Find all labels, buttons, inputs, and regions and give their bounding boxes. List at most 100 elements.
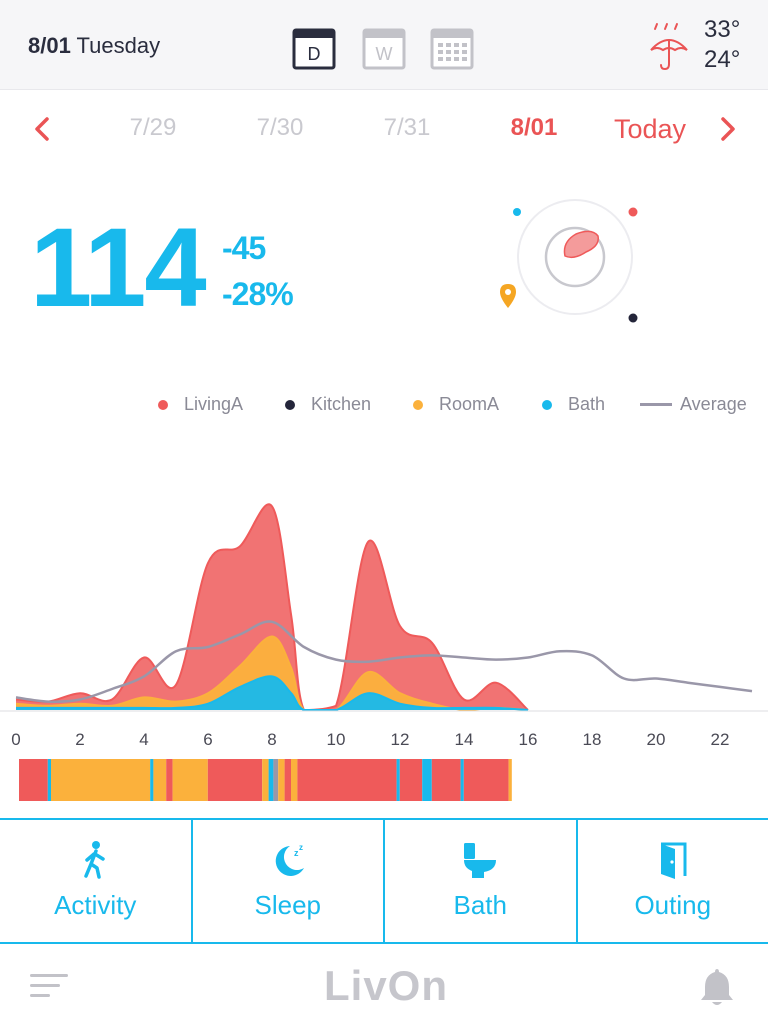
category-activity-label: Activity (54, 890, 137, 920)
chart-areas (15, 503, 753, 712)
x-tick-label: 18 (583, 730, 602, 749)
next-date-chevron-icon[interactable] (712, 114, 742, 144)
timeline-segment (431, 759, 461, 801)
timeline-segment (291, 759, 298, 801)
nav-date-8-01[interactable]: 8/01 (510, 114, 558, 141)
legend-label-livinga: LivingA (184, 394, 244, 414)
legend-item-rooma: RoomA (413, 394, 499, 415)
walking-person-icon (84, 841, 105, 879)
timeline-segment (47, 759, 51, 801)
x-tick-label: 22 (711, 730, 730, 749)
category-outing[interactable]: Outing (578, 820, 768, 942)
temperature-high: 33° (704, 16, 741, 43)
timeline-segment (284, 759, 291, 801)
category-bar: Activity z z Sleep Bath Outing (0, 818, 768, 944)
timeline-segment (399, 759, 423, 801)
week-view-button[interactable]: W (362, 26, 406, 70)
timeline-segment (153, 759, 167, 801)
month-view-button[interactable] (430, 26, 474, 70)
x-tick-label: 2 (75, 730, 84, 749)
score-delta-absolute: -45 (222, 230, 266, 266)
nav-date-7-30[interactable]: 7/30 (256, 114, 304, 141)
x-tick-label: 16 (519, 730, 538, 749)
timeline-segment (19, 759, 48, 801)
bell-icon[interactable] (698, 966, 736, 1008)
nav-date-7-31[interactable]: 7/31 (383, 114, 431, 141)
x-tick-label: 12 (391, 730, 410, 749)
category-outing-label: Outing (634, 890, 712, 920)
app-logo: LivOn (324, 962, 449, 1009)
room-map-activity-blob (563, 230, 599, 259)
current-date: 8/01 Tuesday (28, 33, 160, 59)
category-sleep[interactable]: z z Sleep (193, 820, 385, 942)
timeline-segment (207, 759, 263, 801)
legend-label-kitchen: Kitchen (311, 394, 372, 414)
current-date-number: 8/01 (28, 33, 71, 58)
room-map[interactable] (490, 190, 660, 340)
weather-widget: 33° 24° (648, 16, 758, 76)
timeline-segment (262, 759, 269, 801)
legend-item-average: Average (640, 394, 747, 415)
door-icon (660, 842, 687, 879)
day-calendar-icon: D (292, 28, 336, 70)
category-activity[interactable]: Activity (0, 820, 193, 942)
room-dot-bath (513, 208, 521, 216)
week-view-letter: W (376, 44, 393, 64)
rain-umbrella-icon (650, 23, 688, 71)
legend-dot-livinga (158, 399, 168, 410)
area-bath (16, 676, 528, 710)
timeline-segment (396, 759, 400, 801)
location-pin-icon (500, 284, 516, 308)
legend-item-livinga: LivingA (158, 394, 243, 415)
legend-label-average: Average (680, 394, 747, 414)
previous-date-chevron-icon[interactable] (28, 114, 58, 144)
nav-date-7-29[interactable]: 7/29 (129, 114, 177, 141)
x-tick-label: 20 (647, 730, 666, 749)
svg-text:z: z (294, 848, 299, 858)
legend-item-kitchen: Kitchen (285, 394, 371, 415)
x-tick-label: 8 (267, 730, 276, 749)
x-tick-label: 10 (327, 730, 346, 749)
svg-text:z: z (299, 843, 303, 852)
room-dot-kitchen (628, 313, 638, 323)
today-button[interactable]: Today (613, 114, 687, 144)
x-tick-label: 14 (455, 730, 474, 749)
average-line (15, 620, 753, 703)
timeline-segment (422, 759, 432, 801)
day-view-letter: D (308, 44, 321, 64)
timeline-segment (166, 759, 173, 801)
legend-dot-kitchen (285, 399, 295, 410)
date-navigation: 7/29 7/30 7/31 8/01 Today (0, 100, 768, 160)
area-outline-bath (15, 675, 529, 711)
activity-chart[interactable]: 0 2 4 6 8 10 12 14 16 18 20 22 (0, 470, 768, 820)
legend-line-average (640, 403, 672, 406)
timeline-segment (268, 759, 274, 801)
month-calendar-icon (430, 28, 474, 70)
timeline-segment (273, 759, 279, 801)
category-sleep-label: Sleep (254, 890, 322, 920)
area-outline-rooma (15, 635, 529, 712)
category-bath-label: Bath (453, 890, 508, 920)
category-bath[interactable]: Bath (385, 820, 578, 942)
activity-score: 114 (30, 205, 207, 330)
day-view-button[interactable]: D (292, 26, 336, 70)
week-calendar-icon: W (362, 28, 406, 70)
timeline-segment (278, 759, 285, 801)
temperature-low: 24° (704, 46, 741, 73)
current-weekday: Tuesday (76, 33, 161, 58)
x-axis-ticks: 0 2 4 6 8 10 12 14 16 18 20 22 (11, 730, 729, 749)
toilet-icon (464, 843, 497, 878)
legend-label-bath: Bath (568, 394, 606, 414)
chart-legend: LivingA Kitchen RoomA Bath Average (0, 390, 768, 420)
x-tick-label: 4 (139, 730, 148, 749)
area-outline-livinga (15, 503, 529, 712)
header: 8/01 Tuesday D W (0, 0, 768, 90)
menu-icon[interactable] (30, 972, 70, 1000)
score-delta-percent: -28% (222, 276, 294, 312)
timeline-segment (460, 759, 464, 801)
footer: LivOn (0, 946, 768, 1024)
x-tick-label: 0 (11, 730, 20, 749)
room-dot-livinga (628, 207, 638, 217)
timeline-segment (150, 759, 154, 801)
room-timeline-bar (19, 759, 512, 801)
